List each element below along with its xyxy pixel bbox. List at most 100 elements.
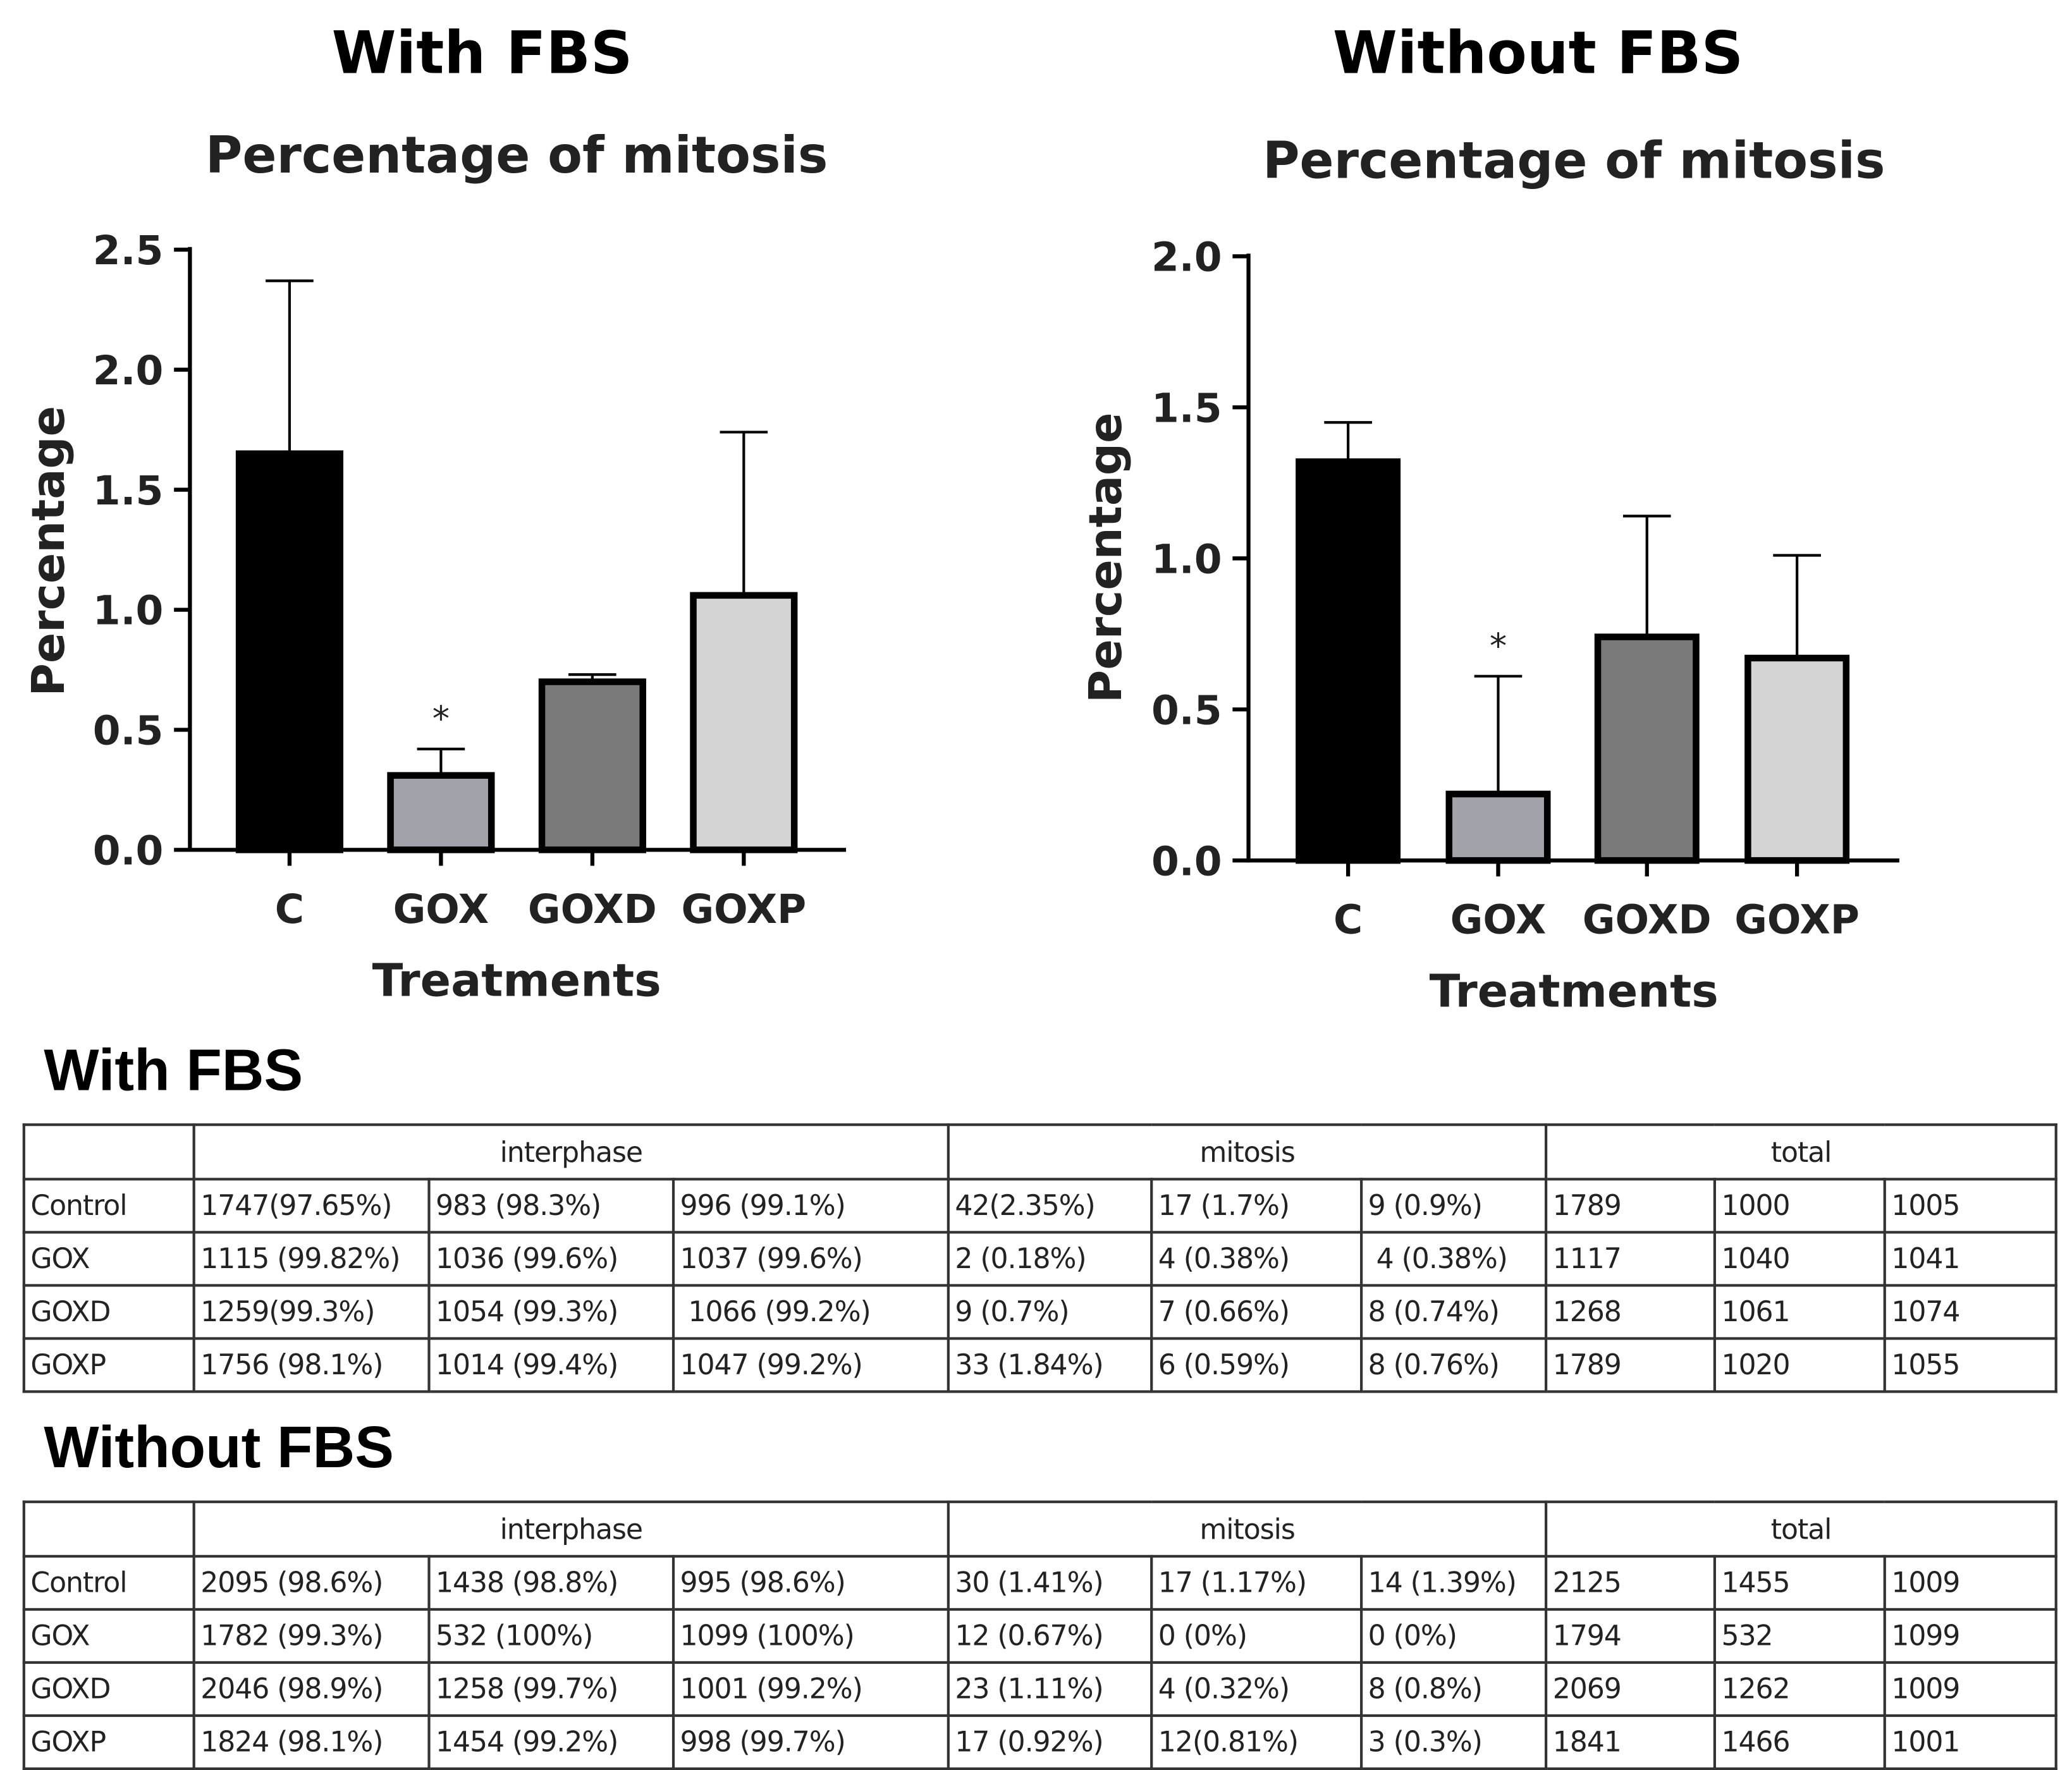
x-axis-label: Treatments bbox=[372, 954, 661, 1006]
table-cell: 12(0.81%) bbox=[1150, 1714, 1363, 1770]
bar-gox bbox=[1445, 790, 1551, 864]
table-cell: 9 (0.7%) bbox=[947, 1284, 1153, 1340]
table-cell: 1756 (98.1%) bbox=[192, 1337, 431, 1393]
significance-marker: * bbox=[1490, 625, 1507, 666]
table-row: GOXD 2046 (98.9%) 1258 (99.7%) 1001 (99.2%)… bbox=[22, 1661, 2058, 1718]
table-cell: 0 (0%) bbox=[1150, 1608, 1363, 1664]
y-tick-label: 1.0 bbox=[93, 588, 164, 634]
panel-title: Without FBS bbox=[1333, 19, 1743, 87]
table-cell: 14 (1.39%) bbox=[1360, 1554, 1548, 1611]
table-cell: 6 (0.59%) bbox=[1150, 1337, 1363, 1393]
table-cell: 8 (0.74%) bbox=[1360, 1284, 1548, 1340]
table-title-without-fbs: Without FBS bbox=[44, 1415, 394, 1481]
table-cell: 1041 bbox=[1883, 1231, 2058, 1287]
row-label: GOXP bbox=[22, 1337, 195, 1393]
table-cell: 996 (99.1%) bbox=[671, 1178, 950, 1234]
table-cell: 17 (1.7%) bbox=[1150, 1178, 1363, 1234]
table-cell: 1047 (99.2%) bbox=[671, 1337, 950, 1393]
table-cell: 1054 (99.3%) bbox=[427, 1284, 675, 1340]
y-tick-label: 1.0 bbox=[1151, 536, 1222, 582]
row-label: GOXD bbox=[22, 1661, 195, 1718]
table-cell: 0 (0%) bbox=[1360, 1608, 1548, 1664]
table-cell: 1782 (99.3%) bbox=[192, 1608, 431, 1664]
table-cell: 1258 (99.7%) bbox=[427, 1661, 675, 1718]
table-cell: 998 (99.7%) bbox=[671, 1714, 950, 1770]
table-cell: 1262 bbox=[1713, 1661, 1886, 1718]
table-row: GOX 1115 (99.82%) 1036 (99.6%) 1037 (99.6%)… bbox=[22, 1231, 2058, 1287]
table-cell: 8 (0.8%) bbox=[1360, 1661, 1548, 1718]
row-label: Control bbox=[22, 1554, 195, 1611]
table-cell: 1055 bbox=[1883, 1337, 2058, 1393]
table-cell: 2 (0.18%) bbox=[947, 1231, 1153, 1287]
row-label: GOX bbox=[22, 1231, 195, 1287]
y-axis-label: Percentage bbox=[1079, 413, 1132, 703]
table-cell: 17 (0.92%) bbox=[947, 1714, 1153, 1770]
row-label: Control bbox=[22, 1178, 195, 1234]
table-cell: 1005 bbox=[1883, 1178, 2058, 1234]
table-cell: 1020 bbox=[1713, 1337, 1886, 1393]
table-cell: 532 (100%) bbox=[427, 1608, 675, 1664]
header-mitosis: mitosis bbox=[947, 1123, 1548, 1181]
x-tick-label: GOXP bbox=[681, 886, 806, 932]
table-cell: 1438 (98.8%) bbox=[427, 1554, 675, 1611]
y-tick-label: 2.0 bbox=[93, 348, 164, 394]
table-cell: 1009 bbox=[1883, 1661, 2058, 1718]
table-cell: 1455 bbox=[1713, 1554, 1886, 1611]
y-axis-label: Percentage bbox=[22, 406, 75, 696]
x-tick-label: C bbox=[275, 886, 304, 932]
table-header-row: interphase mitosis total bbox=[22, 1500, 2058, 1558]
header-empty-cell bbox=[22, 1500, 195, 1558]
table-cell: 1259(99.3%) bbox=[192, 1284, 431, 1340]
table-cell: 42(2.35%) bbox=[947, 1178, 1153, 1234]
table-cell: 1454 (99.2%) bbox=[427, 1714, 675, 1770]
table-cell: 1789 bbox=[1545, 1337, 1717, 1393]
table-cell: 1099 (100%) bbox=[671, 1608, 950, 1664]
y-tick-label: 0.5 bbox=[1151, 687, 1222, 733]
table-cell: 2046 (98.9%) bbox=[192, 1661, 431, 1718]
table-cell: 2125 bbox=[1545, 1554, 1717, 1611]
table-cell: 1117 bbox=[1545, 1231, 1717, 1287]
table-cell: 1841 bbox=[1545, 1714, 1717, 1770]
table-cell: 1014 (99.4%) bbox=[427, 1337, 675, 1393]
x-tick-label: GOXP bbox=[1734, 897, 1860, 943]
bar-c bbox=[235, 450, 344, 853]
chart-title: Percentage of mitosis bbox=[205, 126, 828, 185]
table-title-with-fbs: With FBS bbox=[44, 1038, 303, 1104]
table-cell: 1268 bbox=[1545, 1284, 1717, 1340]
y-tick-label: 0.0 bbox=[1151, 838, 1222, 884]
bar-goxp bbox=[1744, 654, 1850, 864]
table-cell: 1099 bbox=[1883, 1608, 2058, 1664]
y-tick-label: 2.5 bbox=[93, 228, 164, 274]
table-cell: 1115 (99.82%) bbox=[192, 1231, 431, 1287]
header-total: total bbox=[1545, 1123, 2058, 1181]
table-cell: 33 (1.84%) bbox=[947, 1337, 1153, 1393]
table-cell: 4 (0.32%) bbox=[1150, 1661, 1363, 1718]
header-mitosis: mitosis bbox=[947, 1500, 1548, 1558]
table-without-fbs: interphase mitosis total Control 2095 (98.6%… bbox=[22, 1500, 2058, 1770]
significance-marker: * bbox=[432, 698, 450, 738]
bar-c bbox=[1296, 458, 1401, 864]
table-cell: 532 bbox=[1713, 1608, 1886, 1664]
table-header-row: interphase mitosis total bbox=[22, 1123, 2058, 1181]
table-cell: 4 (0.38%) bbox=[1360, 1231, 1548, 1287]
table-cell: 1074 bbox=[1883, 1284, 2058, 1340]
bar-goxp bbox=[690, 592, 798, 853]
table-with-fbs: interphase mitosis total Control 1747(97.65%… bbox=[22, 1123, 2058, 1393]
row-label: GOXD bbox=[22, 1284, 195, 1340]
table-cell: 1037 (99.6%) bbox=[671, 1231, 950, 1287]
chart-title: Percentage of mitosis bbox=[1263, 131, 1885, 190]
table-cell: 1000 bbox=[1713, 1178, 1886, 1234]
table-cell: 1794 bbox=[1545, 1608, 1717, 1664]
header-empty-cell bbox=[22, 1123, 195, 1181]
table-row: Control 1747(97.65%) 983 (98.3%) 996 (99.1%… bbox=[22, 1178, 2058, 1234]
table-cell: 2095 (98.6%) bbox=[192, 1554, 431, 1611]
table-cell: 1066 (99.2%) bbox=[671, 1284, 950, 1340]
table-cell: 7 (0.66%) bbox=[1150, 1284, 1363, 1340]
row-label: GOXP bbox=[22, 1714, 195, 1770]
x-tick-label: GOX bbox=[393, 886, 489, 932]
y-tick-label: 2.0 bbox=[1151, 235, 1222, 281]
bar-gox bbox=[387, 772, 495, 853]
table-cell: 2069 bbox=[1545, 1661, 1717, 1718]
table-cell: 1001 bbox=[1883, 1714, 2058, 1770]
